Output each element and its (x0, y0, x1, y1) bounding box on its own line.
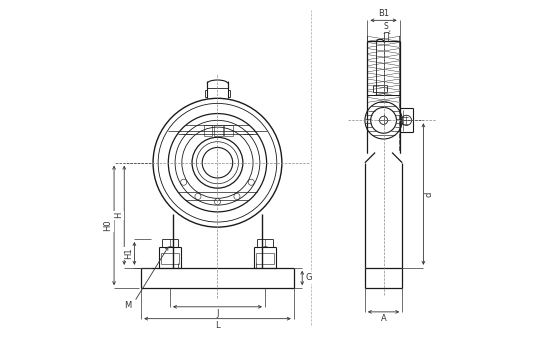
Text: H1: H1 (124, 247, 133, 259)
Text: H: H (113, 212, 123, 218)
Text: H0: H0 (104, 220, 112, 231)
Text: G: G (306, 274, 312, 282)
Text: M: M (124, 301, 131, 310)
Text: S: S (383, 22, 388, 31)
Text: J: J (216, 309, 219, 318)
Text: L: L (215, 321, 220, 330)
Text: d: d (425, 192, 434, 197)
Text: B1: B1 (378, 9, 389, 18)
Text: A: A (381, 314, 387, 323)
